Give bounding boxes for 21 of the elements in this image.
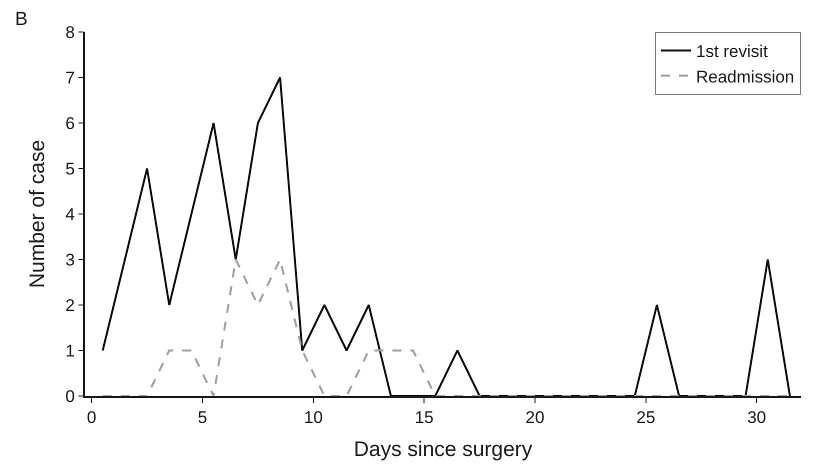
- x-tick-label: 15: [414, 408, 434, 428]
- y-tick-label: 6: [65, 114, 75, 133]
- x-tick-label: 0: [86, 408, 96, 428]
- legend-label: 1st revisit: [696, 42, 768, 62]
- x-tick-label: 5: [198, 408, 208, 428]
- y-tick-label: 1: [65, 341, 75, 360]
- y-tick-label: 2: [65, 296, 75, 315]
- y-tick-label: 7: [65, 68, 75, 88]
- x-axis-title: Days since surgery: [354, 438, 533, 461]
- y-tick-label: 0: [65, 386, 75, 406]
- x-tick-label: 10: [304, 408, 323, 428]
- y-axis-title: Number of case: [26, 140, 50, 288]
- x-tick-label: 30: [747, 408, 766, 428]
- text: B: [15, 9, 28, 30]
- y-tick-label: 3: [65, 250, 75, 270]
- legend-label: Readmission: [696, 67, 794, 86]
- x-tick-label: 25: [636, 408, 656, 428]
- x-tick-label: 20: [526, 408, 544, 428]
- y-tick-label: 4: [65, 204, 75, 224]
- y-tick-label: 8: [65, 22, 75, 42]
- y-tick-label: 5: [65, 159, 75, 178]
